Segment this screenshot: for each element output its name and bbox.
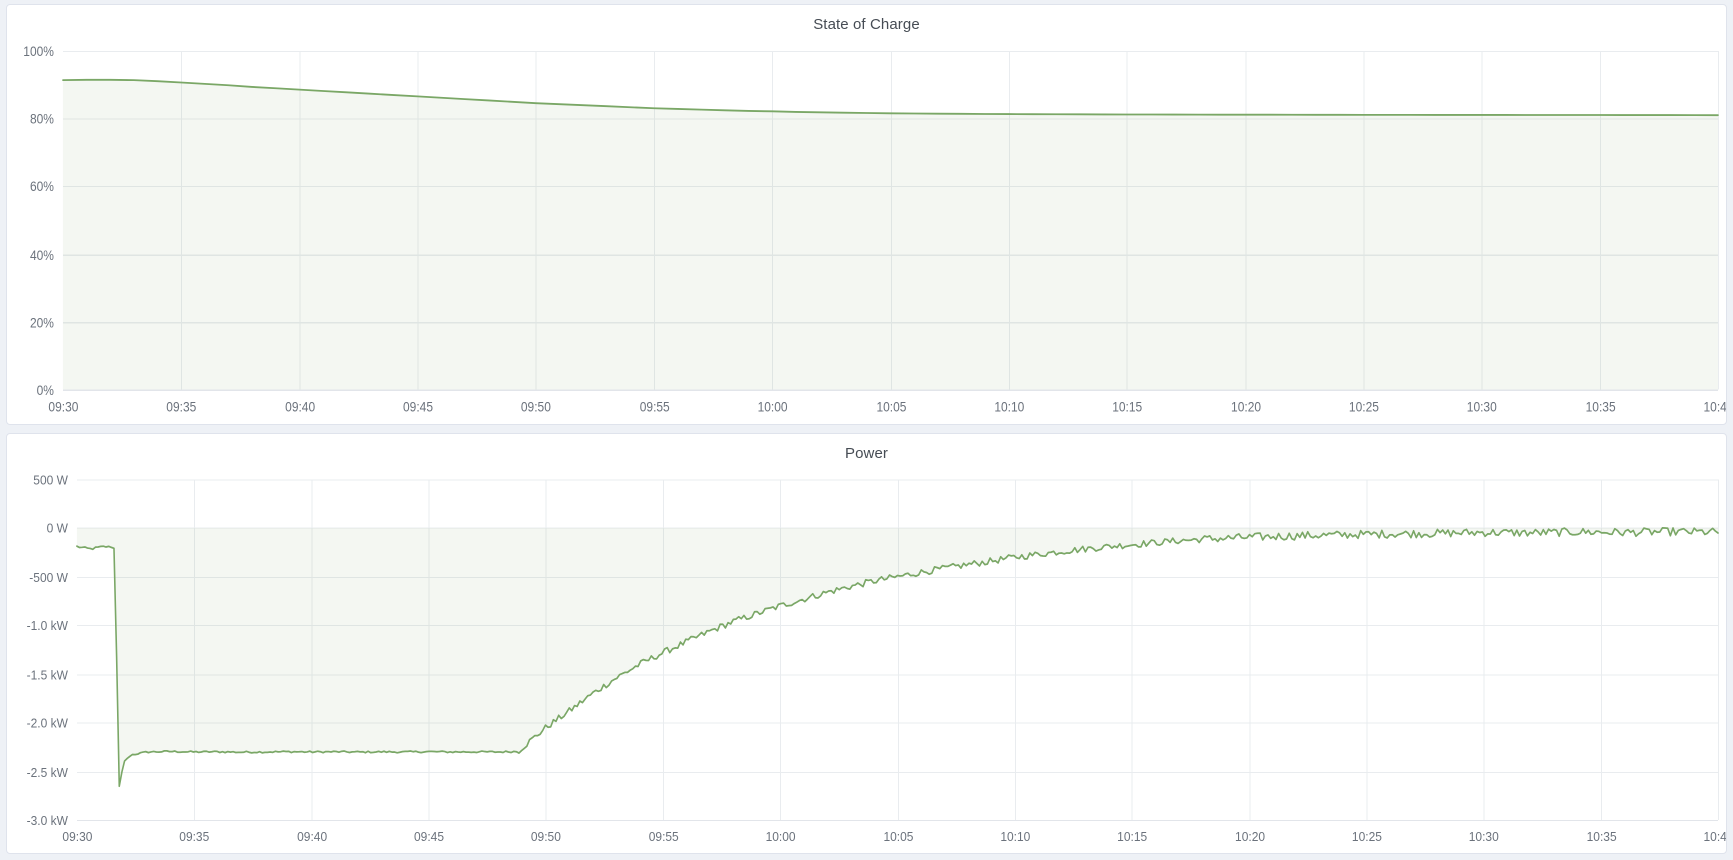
- y-axis-tick-label: -500 W: [29, 570, 68, 585]
- chart-svg-state-of-charge: 0% 20% 40% 60% 80% 100% 09:30 09:35 09:40 09:45 09…: [23, 43, 1726, 415]
- x-axis-tick-label: 09:55: [649, 829, 679, 844]
- y-axis-tick-label: -2.0 kW: [27, 716, 68, 731]
- y-axis-tick-label: 60%: [30, 178, 54, 194]
- x-axis-tick-label: 09:30: [48, 399, 78, 415]
- x-axis-tick-label: 10:10: [994, 399, 1024, 415]
- x-axis-tick-label: 09:30: [62, 829, 92, 844]
- y-axis-tick-label: 20%: [30, 315, 54, 331]
- y-axis-tick-label: 0%: [37, 382, 54, 398]
- x-axis-tick-label: 10:35: [1586, 399, 1616, 415]
- y-axis-tick-label: 80%: [30, 111, 54, 127]
- y-axis-tick-label: 100%: [23, 43, 54, 59]
- x-axis-tick-label: 09:40: [285, 399, 315, 415]
- x-axis-tick-label: 10:05: [876, 399, 906, 415]
- x-axis-tick-label: 10:40: [1704, 399, 1726, 415]
- x-axis-tick-label: 09:45: [403, 399, 433, 415]
- x-axis-tick-label: 10:30: [1467, 399, 1497, 415]
- panel-state-of-charge: State of Charge 0% 20% 40% 60% 80% 100% 09:30 0…: [6, 4, 1727, 425]
- y-axis-tick-label: 40%: [30, 247, 54, 263]
- x-axis-tick-label: 10:25: [1352, 829, 1382, 844]
- x-axis-tick-label: 10:40: [1704, 829, 1726, 844]
- x-axis-tick-label: 10:20: [1235, 829, 1265, 844]
- x-axis-tick-label: 09:50: [521, 399, 551, 415]
- x-axis-tick-label: 10:05: [883, 829, 913, 844]
- x-axis-tick-label: 10:35: [1587, 829, 1617, 844]
- y-axis-tick-label: 500 W: [33, 473, 68, 488]
- x-axis-tick-label: 09:35: [166, 399, 196, 415]
- x-axis-tick-label: 10:10: [1000, 829, 1030, 844]
- y-axis-tick-label: -2.5 kW: [27, 765, 68, 780]
- chart-area-state-of-charge[interactable]: 0% 20% 40% 60% 80% 100% 09:30 09:35 09:40 09:45 09…: [7, 35, 1726, 424]
- x-axis-tick-label: 09:55: [640, 399, 670, 415]
- y-axis-tick-label: -3.0 kW: [27, 814, 68, 829]
- x-axis-tick-label: 10:00: [766, 829, 796, 844]
- x-axis-tick-label: 09:40: [297, 829, 327, 844]
- x-axis-tick-label: 10:25: [1349, 399, 1379, 415]
- x-axis-tick-label: 09:45: [414, 829, 444, 844]
- y-axis-tick-label: -1.5 kW: [27, 668, 68, 683]
- series-fill: [76, 527, 1719, 787]
- y-axis-tick-label: 0 W: [47, 521, 68, 536]
- x-axis-tick-label: 10:15: [1117, 829, 1147, 844]
- x-axis-tick-label: 09:50: [531, 829, 561, 844]
- chart-area-power[interactable]: 500 W 0 W -500 W -1.0 kW -1.5 kW -2.0 kW -2.5 …: [7, 464, 1726, 853]
- panel-power: Power 500 W 0 W -500 W -1.0 kW -1.5 kW -2.0 k…: [6, 433, 1727, 854]
- x-axis-tick-label: 10:20: [1231, 399, 1261, 415]
- x-axis-tick-label: 10:00: [758, 399, 788, 415]
- series-line: [76, 526, 1719, 788]
- panel-title-power: Power: [844, 445, 889, 462]
- y-axis-tick-label: -1.0 kW: [27, 619, 68, 634]
- x-axis-tick-label: 10:15: [1112, 399, 1142, 415]
- chart-svg-power: 500 W 0 W -500 W -1.0 kW -1.5 kW -2.0 kW -2.5 …: [27, 473, 1726, 844]
- panel-title-state-of-charge: State of Charge: [813, 16, 920, 33]
- x-axis-tick-label: 10:30: [1469, 829, 1499, 844]
- series-fill: [62, 79, 1719, 390]
- x-axis-tick-label: 09:35: [179, 829, 209, 844]
- series-line: [62, 78, 1719, 117]
